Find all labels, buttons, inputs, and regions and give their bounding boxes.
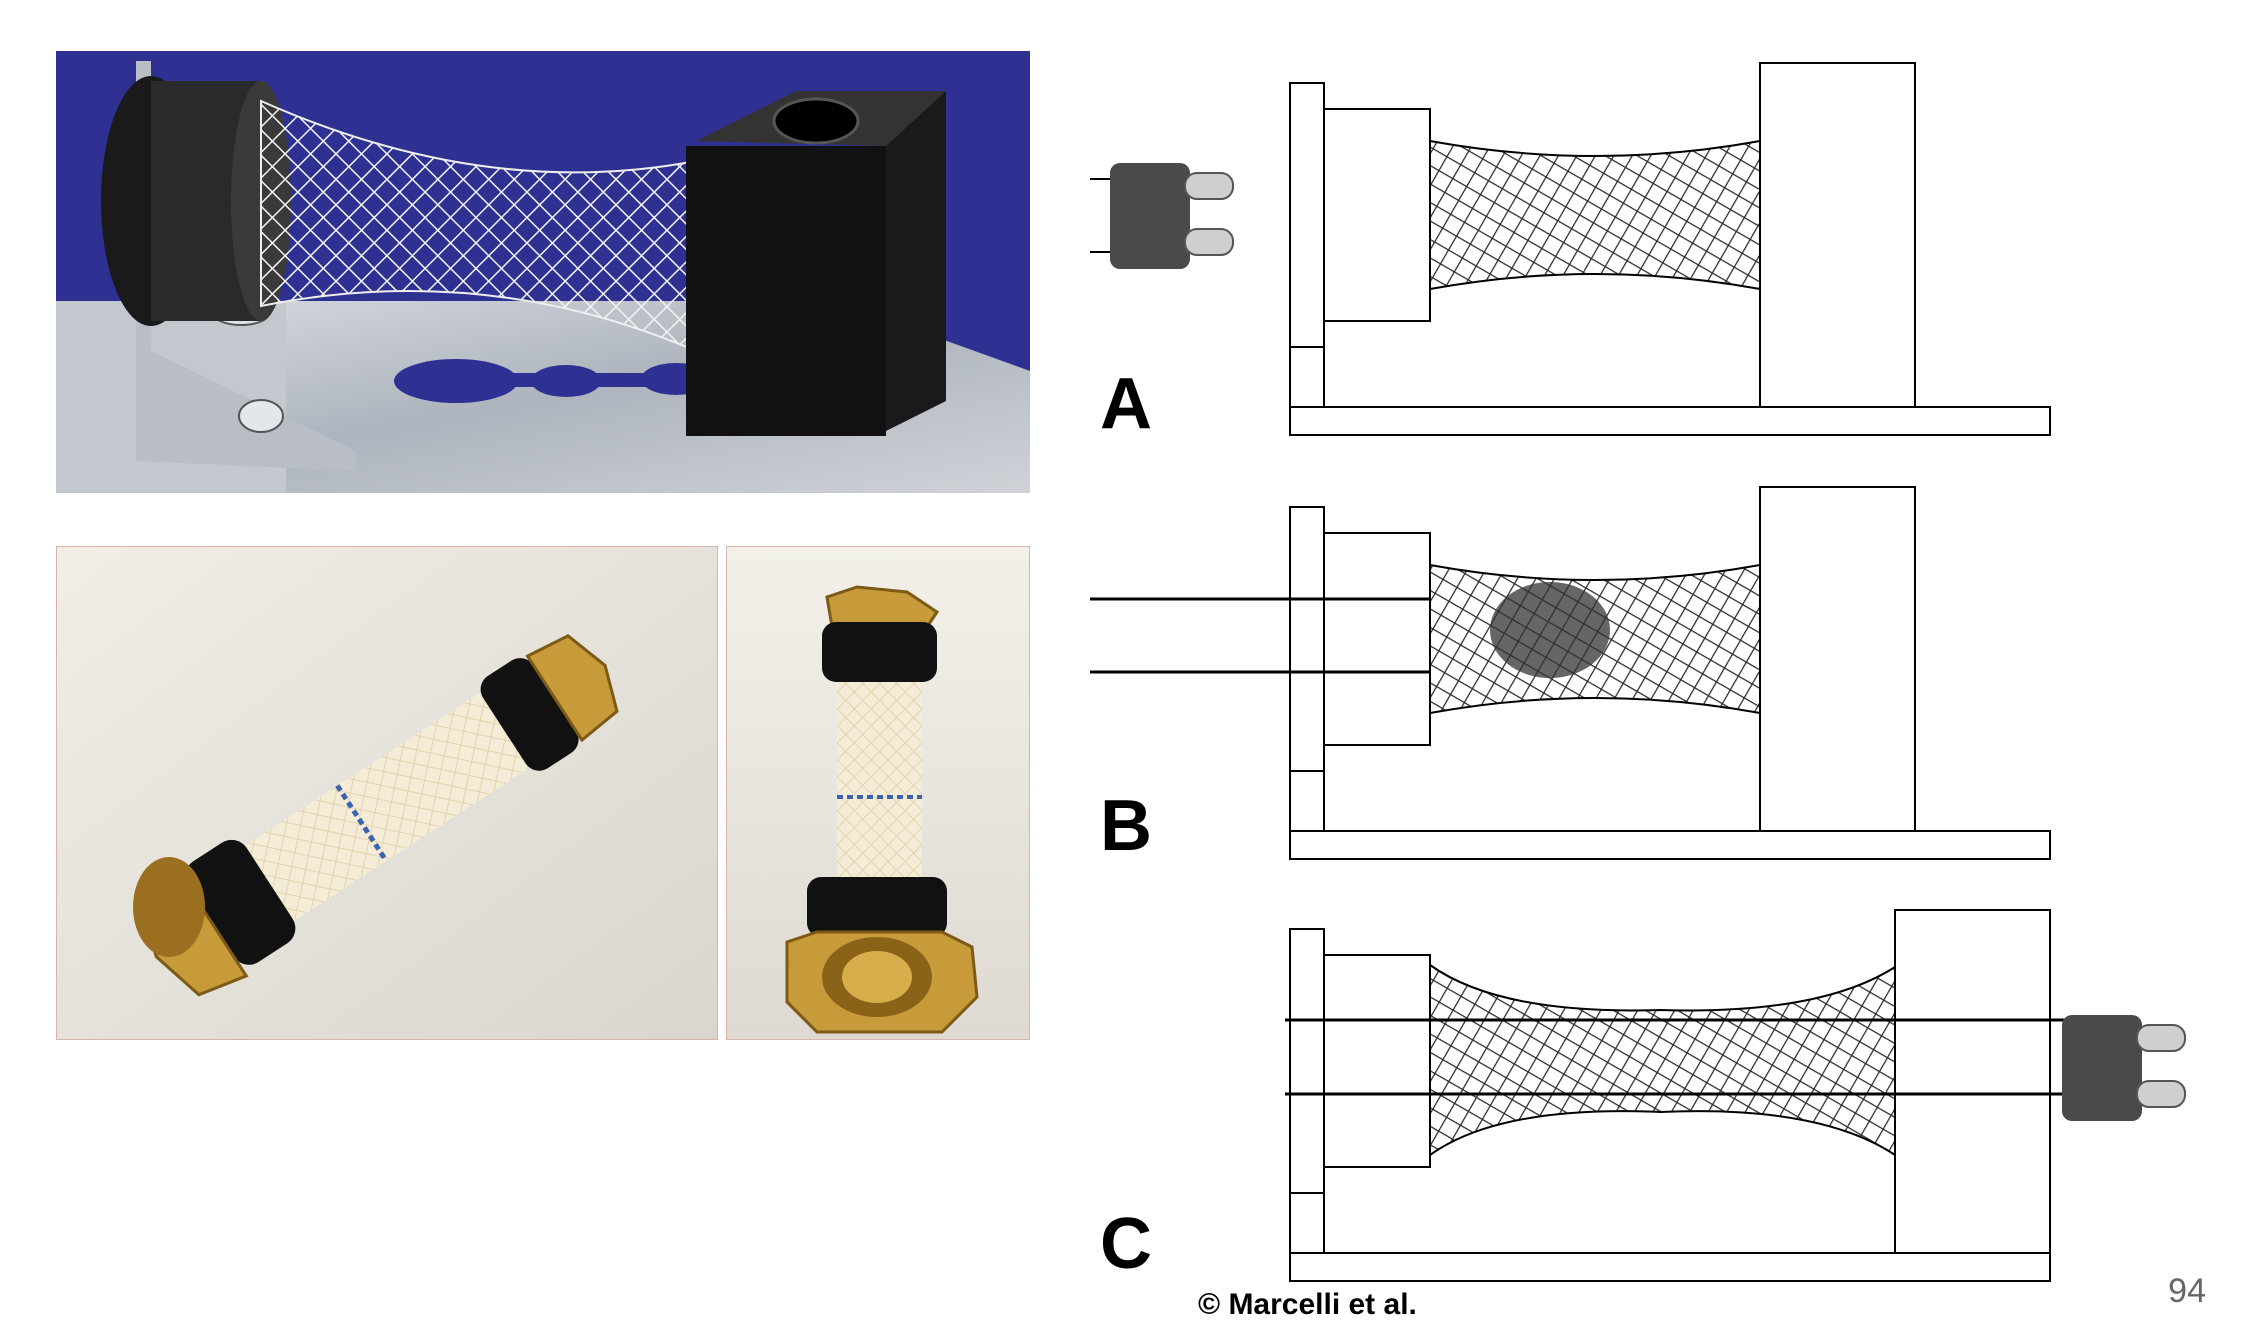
photo-mesh-on-bracket <box>56 51 1030 493</box>
page-number: 94 <box>2168 1272 2206 1310</box>
diagram-panel-b <box>1289 486 2051 860</box>
sensor-icon-c <box>2062 1015 2186 1121</box>
diagram-panel-c <box>1289 909 2051 1282</box>
panel-label-a: A <box>1100 364 1152 444</box>
test-setup-diagrams <box>1080 55 2220 1285</box>
panel-label-c: C <box>1100 1204 1152 1284</box>
sensor-icon-a <box>1110 163 1234 269</box>
probe-lines-c <box>1285 1018 2065 1096</box>
copyright-text: © Marcelli et al. <box>1198 1288 1417 1321</box>
diagram-panel-a <box>1090 62 2051 436</box>
photo-sample-tube-tilted <box>56 546 718 1040</box>
probe-lines-b <box>1090 597 1430 674</box>
panel-label-b: B <box>1100 786 1152 866</box>
photo-sample-tube-vertical <box>726 546 1030 1040</box>
